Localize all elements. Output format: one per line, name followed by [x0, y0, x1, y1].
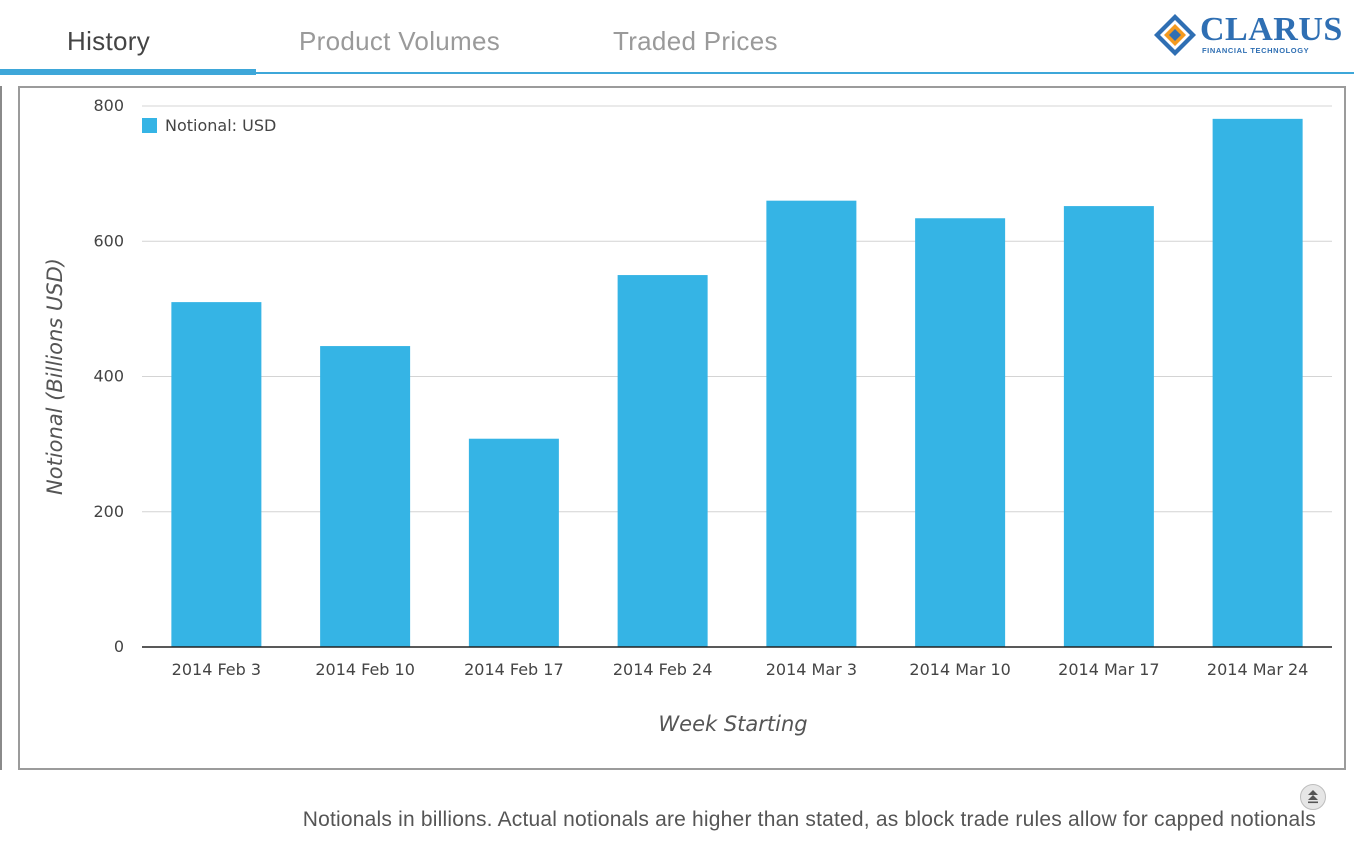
- bar: [915, 218, 1006, 647]
- left-divider: [0, 86, 2, 770]
- clarus-logo-icon: [1154, 14, 1196, 56]
- y-axis-title: Notional (Billions USD): [43, 258, 67, 495]
- x-tick-label: 2014 Mar 17: [1058, 660, 1159, 679]
- x-tick-label: 2014 Mar 10: [909, 660, 1010, 679]
- bar: [617, 275, 708, 647]
- chart-panel: 0 200 400 600 800 2014 Feb 3 2014 Feb 10 2014 F…: [18, 86, 1346, 770]
- bar: [171, 302, 262, 647]
- x-tick-label: 2014 Feb 17: [464, 660, 564, 679]
- tab-bar: History Product Volumes Traded Prices: [0, 0, 1354, 76]
- logo-subtitle: FINANCIAL TECHNOLOGY: [1202, 46, 1310, 55]
- clarus-logo: CLARUS FINANCIAL TECHNOLOGY: [1152, 10, 1342, 60]
- bar: [468, 438, 559, 647]
- x-tick-label: 2014 Mar 3: [766, 660, 857, 679]
- y-tick-label: 400: [93, 367, 124, 386]
- x-tick-label: 2014 Feb 10: [315, 660, 415, 679]
- bar: [766, 200, 857, 648]
- logo-wordmark: CLARUS: [1200, 11, 1343, 48]
- footnote: Notionals in billions. Actual notionals …: [302, 808, 1316, 831]
- tab-product-volumes[interactable]: Product Volumes: [299, 26, 501, 56]
- legend-label: Notional: USD: [165, 116, 276, 135]
- y-tick-label: 200: [93, 502, 124, 521]
- scroll-to-top-icon: [1308, 790, 1318, 804]
- x-axis-title: Week Starting: [658, 712, 807, 736]
- tab-traded-prices[interactable]: Traded Prices: [613, 26, 778, 56]
- bar: [1212, 118, 1303, 647]
- y-tick-label: 800: [93, 96, 124, 115]
- x-tick-label: 2014 Feb 3: [172, 660, 261, 679]
- x-tick-label: 2014 Mar 24: [1207, 660, 1308, 679]
- bar: [320, 346, 411, 647]
- bar-chart: 0 200 400 600 800 2014 Feb 3 2014 Feb 10 2014 F…: [43, 96, 1332, 736]
- tab-history[interactable]: History: [67, 26, 150, 56]
- legend-swatch: [142, 118, 157, 133]
- scroll-to-top-button[interactable]: [1300, 784, 1326, 810]
- y-tick-label: 0: [114, 637, 124, 656]
- x-tick-label: 2014 Feb 24: [613, 660, 713, 679]
- active-tab-indicator: [0, 69, 256, 75]
- bar: [1063, 206, 1154, 647]
- tab-bar-underline: [0, 72, 1354, 74]
- y-tick-label: 600: [93, 231, 124, 250]
